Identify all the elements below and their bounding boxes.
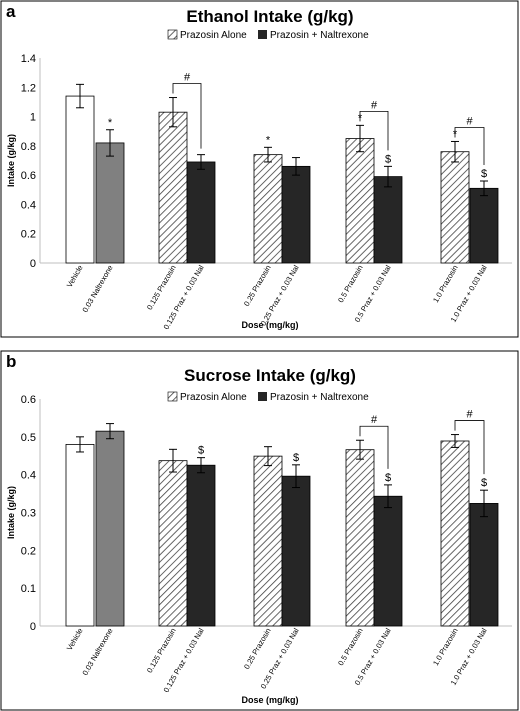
sucrose-bar	[253, 455, 283, 627]
ethanol-category-label: Vehicle	[65, 264, 85, 289]
sucrose-bracket-label: #	[466, 409, 473, 421]
ethanol-panel-border	[0, 0, 519, 338]
ethanol-y-tick-label: 0.6	[21, 170, 36, 182]
sucrose-significance-bracket	[454, 420, 485, 475]
sucrose-legend-label-prazosin-naltrexone: Prazosin + Naltrexone	[270, 392, 369, 403]
ethanol-significance-bracket	[454, 127, 485, 165]
ethanol-bar	[469, 187, 499, 264]
ethanol-category-label: 0.125 Prazosin	[145, 264, 178, 312]
ethanol-bracket-label: #	[371, 99, 378, 111]
sucrose-panel-label: b	[6, 352, 16, 371]
sucrose-significance-bracket	[359, 425, 389, 469]
ethanol-y-tick-label: 1.4	[21, 53, 36, 65]
sucrose-category-label: 0.125 Prazosin	[145, 627, 178, 675]
ethanol-y-tick-label: 1	[30, 112, 36, 124]
ethanol-category-label: 0.03 Naltrexone	[80, 264, 114, 314]
sucrose-category-label: 1.0 Prazosin	[431, 627, 460, 668]
sucrose-category-label: Vehicle	[65, 627, 85, 652]
sucrose-significance-marker: $	[481, 477, 487, 489]
sucrose-category-label: 0.5 Prazosin	[336, 627, 365, 668]
ethanol-bar	[373, 176, 403, 264]
sucrose-bar	[186, 464, 216, 627]
ethanol-significance-marker: *	[108, 117, 113, 129]
ethanol-bar	[186, 161, 216, 264]
ethanol-y-tick-label: 0.4	[21, 199, 36, 211]
sucrose-bar	[95, 430, 125, 627]
ethanol-chart-title: Ethanol Intake (g/kg)	[186, 7, 353, 26]
ethanol-significance-marker: $	[481, 168, 487, 180]
sucrose-legend-swatch-prazosin-alone	[167, 391, 178, 402]
ethanol-bar	[95, 142, 125, 264]
ethanol-bar	[440, 151, 470, 264]
ethanol-bar	[65, 95, 95, 264]
ethanol-significance-bracket	[172, 83, 202, 149]
ethanol-bar	[345, 138, 375, 264]
ethanol-bar	[158, 111, 188, 264]
sucrose-significance-marker: $	[198, 445, 204, 457]
sucrose-bar	[373, 495, 403, 627]
sucrose-category-label: 0.03 Naltrexone	[80, 627, 114, 677]
sucrose-bar	[158, 460, 188, 627]
ethanol-legend-label-prazosin-naltrexone: Prazosin + Naltrexone	[270, 30, 369, 41]
ethanol-legend-swatch-prazosin-alone	[167, 29, 178, 40]
sucrose-y-axis-label: Intake (g/kg)	[6, 486, 16, 539]
sucrose-bar	[469, 503, 499, 627]
ethanol-y-tick-label: 0	[30, 258, 36, 270]
sucrose-panel-border	[0, 350, 519, 711]
ethanol-category-label: 0.5 Prazosin	[336, 264, 365, 305]
sucrose-significance-marker: $	[385, 472, 391, 484]
ethanol-panel-label: a	[6, 2, 16, 21]
ethanol-significance-bracket	[359, 110, 389, 151]
ethanol-bar	[281, 165, 311, 264]
sucrose-chart-panel: b Sucrose Intake (g/kg) Prazosin Alone Praz…	[0, 350, 519, 711]
sucrose-category-label: 0.25 Prazosin	[242, 627, 273, 671]
ethanol-y-tick-label: 0.8	[21, 141, 36, 153]
sucrose-y-tick-label: 0.1	[21, 583, 36, 595]
sucrose-bar	[281, 475, 311, 627]
sucrose-y-tick-label: 0.4	[21, 470, 36, 482]
ethanol-bar	[253, 154, 283, 264]
ethanol-significance-marker: *	[266, 134, 271, 146]
ethanol-category-label: 0.25 Prazosin	[242, 264, 273, 308]
ethanol-y-tick-label: 0.2	[21, 229, 36, 241]
ethanol-y-tick-label: 1.2	[21, 82, 36, 94]
sucrose-x-axis-label: Dose (mg/kg)	[241, 695, 298, 705]
ethanol-legend-label-prazosin-alone: Prazosin Alone	[180, 30, 247, 41]
sucrose-significance-marker: $	[293, 452, 299, 464]
sucrose-y-tick-label: 0	[30, 621, 36, 633]
sucrose-y-tick-label: 0.3	[21, 508, 36, 520]
sucrose-y-tick-label: 0.6	[21, 394, 36, 406]
ethanol-category-label: 1.0 Prazosin	[431, 264, 460, 305]
sucrose-y-tick-label: 0.5	[21, 432, 36, 444]
sucrose-bar	[345, 449, 375, 627]
ethanol-legend-swatch-prazosin-naltrexone	[258, 30, 267, 39]
ethanol-chart-panel: a Ethanol Intake (g/kg) Prazosin Alone Praz…	[0, 0, 519, 338]
sucrose-bar	[440, 440, 470, 627]
ethanol-x-axis-label: Dose (mg/kg)	[241, 320, 298, 330]
ethanol-bracket-label: #	[184, 72, 191, 84]
sucrose-y-tick-label: 0.2	[21, 545, 36, 557]
ethanol-y-axis-label: Intake (g/kg)	[6, 134, 16, 187]
sucrose-legend-swatch-prazosin-naltrexone	[258, 392, 267, 401]
sucrose-bar	[65, 443, 95, 627]
ethanol-significance-marker: $	[385, 153, 391, 165]
sucrose-chart-title: Sucrose Intake (g/kg)	[184, 366, 356, 385]
sucrose-legend-label-prazosin-alone: Prazosin Alone	[180, 392, 247, 403]
ethanol-bracket-label: #	[466, 115, 473, 127]
sucrose-bracket-label: #	[371, 414, 378, 426]
